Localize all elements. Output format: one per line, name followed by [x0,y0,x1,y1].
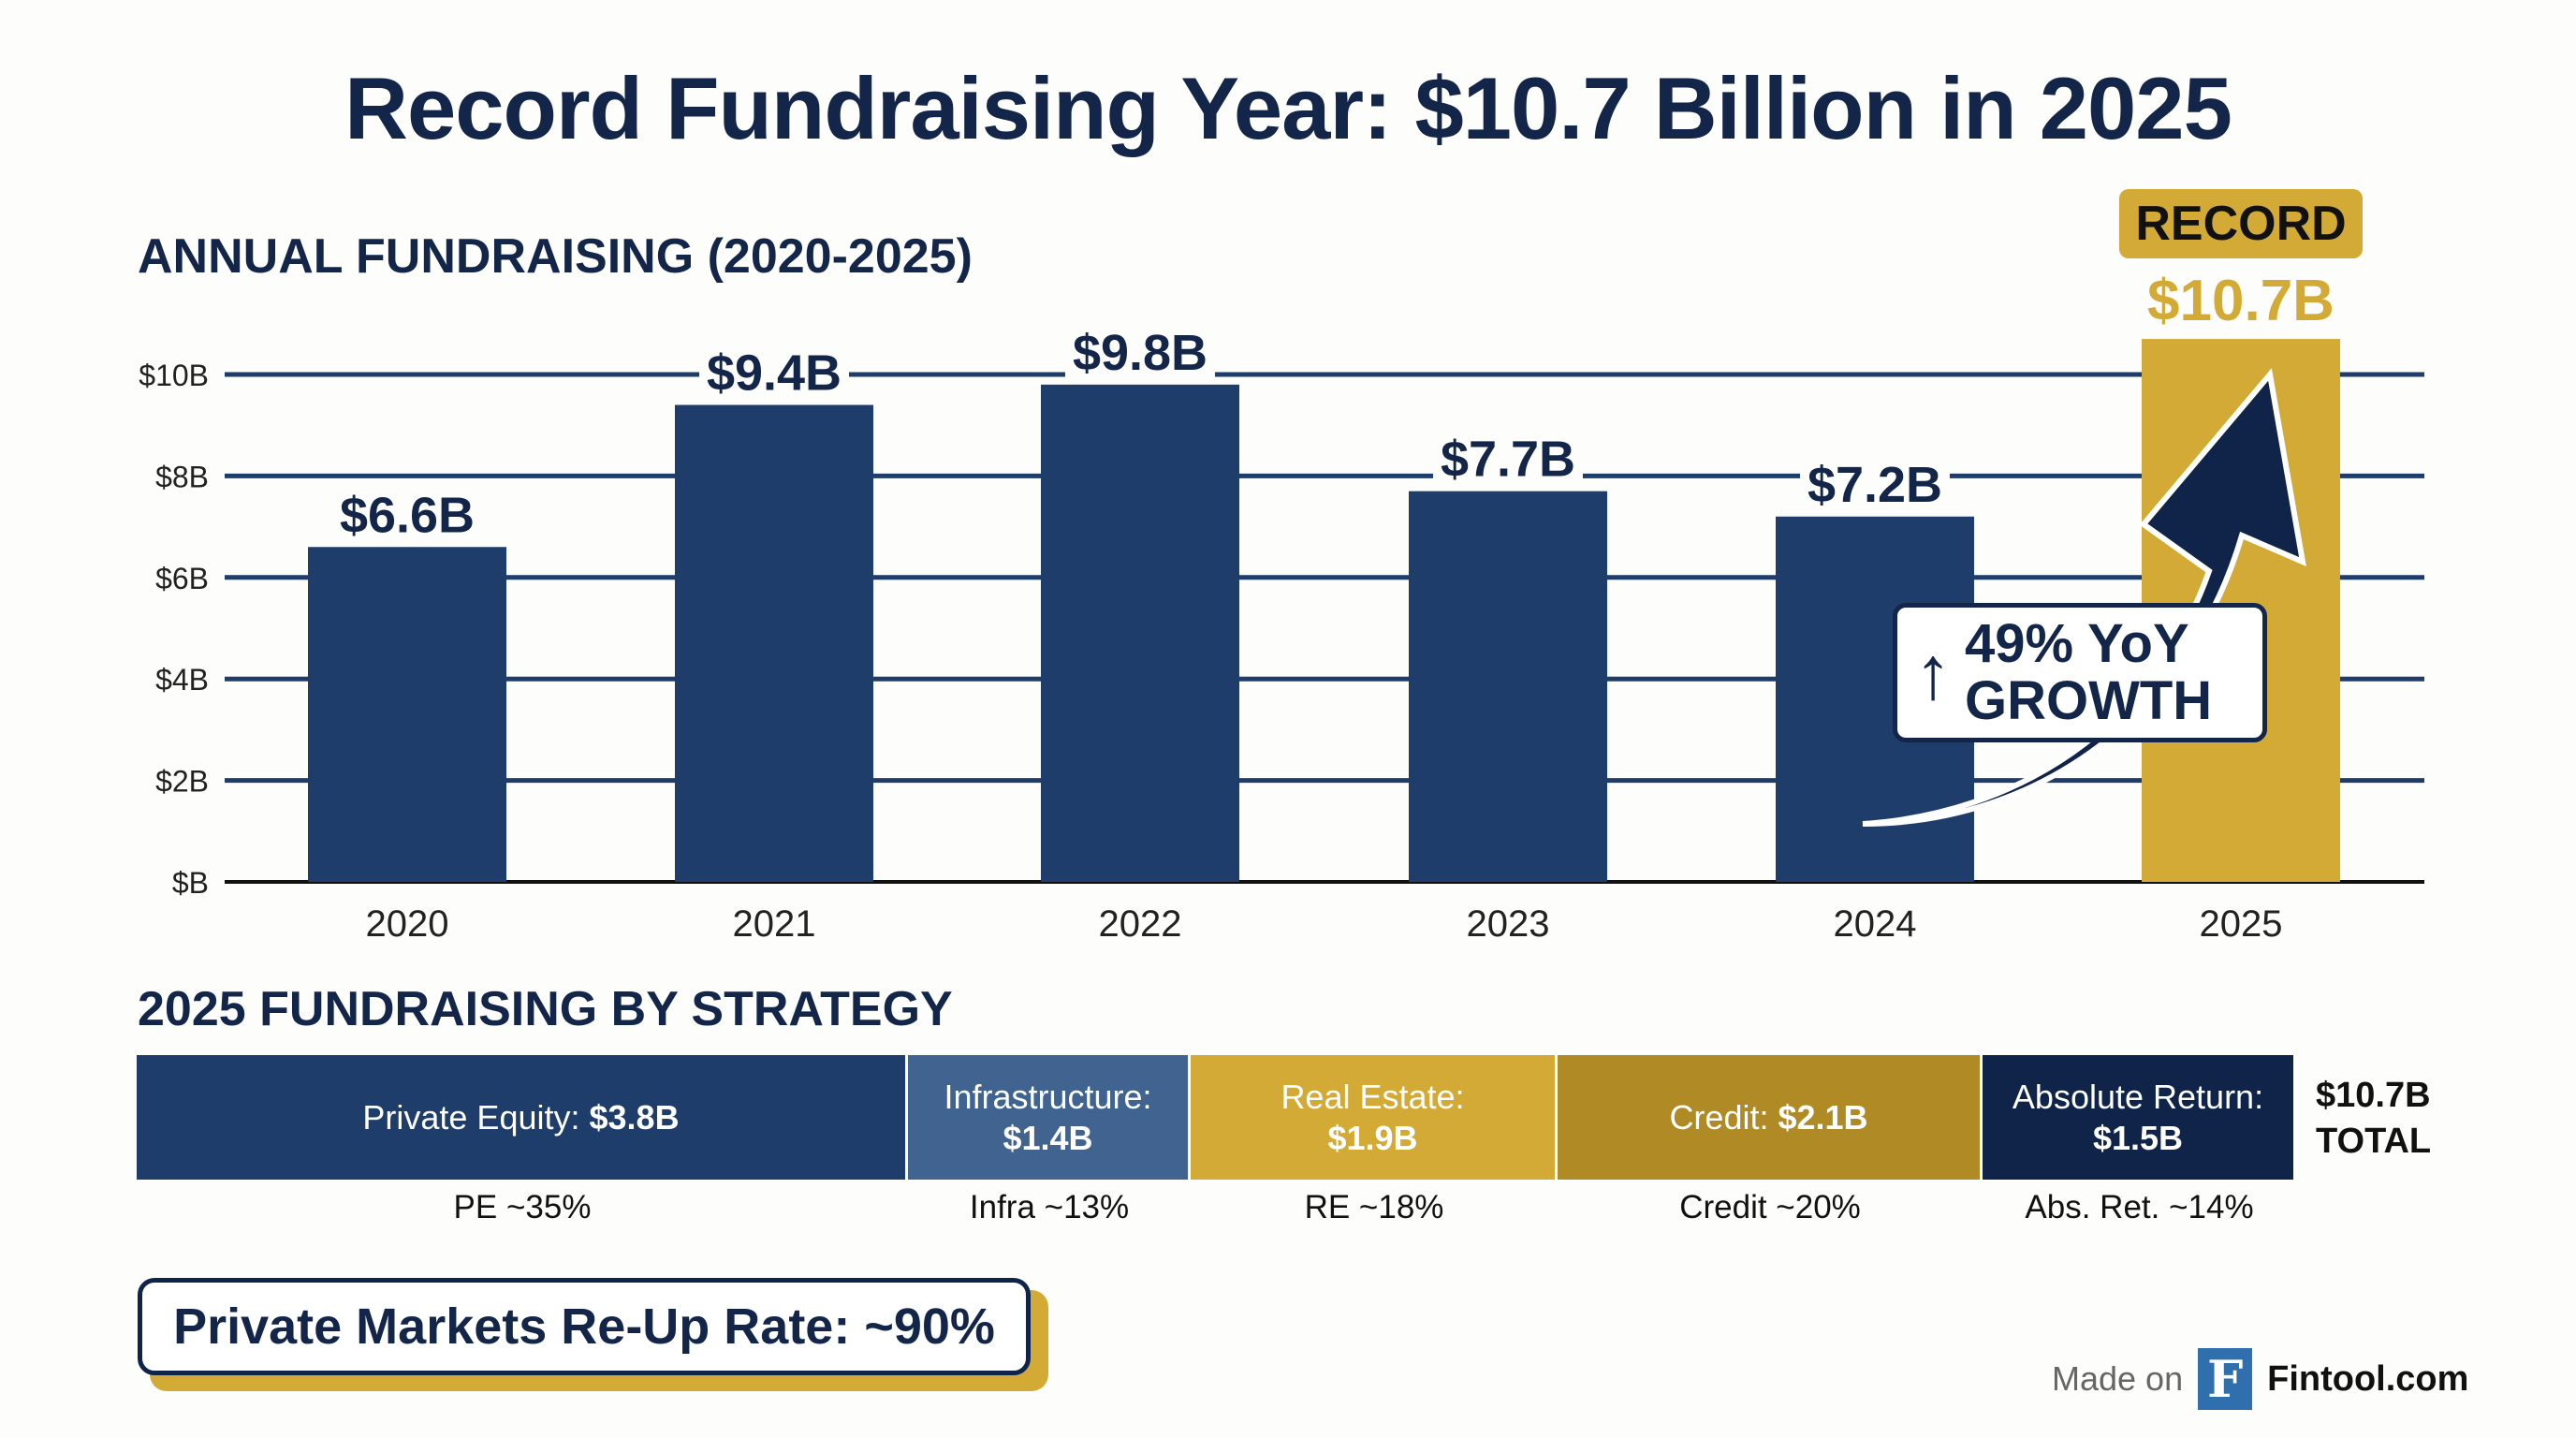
total-value: $10.7B [2316,1076,2431,1115]
segment-pct-label: Abs. Ret. ~14% [2025,1189,2254,1225]
y-tick-label: $6B [155,562,209,595]
bar-2020 [308,547,506,882]
fintool-brand: Fintool.com [2267,1358,2469,1399]
segment-1: Infrastructure: $1.4B [908,1055,1191,1180]
strategy-stacked-bar: Private Equity: $3.8B Infrastructure: $1.4… [137,1055,2296,1180]
y-tick-label: $10B [139,359,209,392]
x-tick-label: 2025 [2200,903,2283,945]
segment-value: $1.5B [2092,1118,2184,1157]
segment-label: Credit: [1669,1097,1769,1137]
segment-value: $1.4B [1003,1118,1093,1157]
growth-line1: 49% YoY [1965,612,2189,674]
segment-pct-label: Credit ~20% [1679,1189,1861,1225]
segment-2: Real Estate: $1.9B [1191,1055,1558,1180]
strategy-total: $10.7B TOTAL [2316,1073,2431,1166]
bar-value-label-2025: $10.7B [2147,269,2334,333]
segment-4: Absolute Return: $1.5B [1983,1055,2296,1180]
bar-value-label: $7.2B [1808,457,1942,513]
bar-2023 [1409,491,1607,882]
segment-pct-label: PE ~35% [453,1189,592,1225]
segment-pct-label: RE ~18% [1304,1189,1444,1225]
segment-label: Absolute Return: [2012,1078,2264,1117]
bar-value-label: $6.6B [340,487,475,543]
y-tick-label: $8B [155,460,209,493]
page-title: Record Fundraising Year: $10.7 Billion i… [344,59,2232,157]
bar-value-label: $9.8B [1073,325,1208,381]
y-tick-label: $B [172,866,209,900]
segment-3: Credit: $2.1B [1558,1055,1983,1180]
value-label-bg [332,489,482,542]
growth-arrow-icon [1862,368,2306,827]
segment-label: Private Equity: [362,1097,580,1137]
y-tick-label: $2B [155,765,209,799]
value-label-bg [1800,458,1950,511]
total-label: TOTAL [2316,1122,2432,1162]
segment-value: $3.8B [589,1097,680,1137]
segment-pct-label: Infra ~13% [969,1189,1130,1225]
fintool-logo-icon: F [2198,1348,2253,1410]
annual-chart-title: ANNUAL FUNDRAISING (2020-2025) [138,229,973,284]
y-tick-label: $4B [155,663,209,697]
value-label-bg [1433,433,1583,486]
x-tick-label: 2020 [366,903,449,945]
value-label-bg [1065,326,1215,379]
bar-value-label: $9.4B [707,345,842,402]
value-label-bg [699,346,849,400]
record-badge: RECORD [2119,189,2363,258]
bar-value-label: $7.7B [1441,432,1575,488]
arrow-up-icon: ↑ [1914,630,1952,714]
segment-value: $1.9B [1327,1118,1418,1157]
reup-rate-callout: Private Markets Re-Up Rate: ~90% [138,1278,1031,1375]
made-on-text: Made on [2052,1359,2184,1398]
bar-2022 [1041,384,1239,883]
x-tick-label: 2022 [1099,903,1182,945]
segment-label: Infrastructure: [944,1078,1152,1117]
footer-attribution[interactable]: Made on F Fintool.com [2052,1348,2468,1410]
growth-line2: GROWTH [1965,669,2213,731]
segment-label: Real Estate: [1281,1078,1465,1117]
segment-value: $2.1B [1778,1097,1868,1137]
x-tick-label: 2023 [1467,903,1550,945]
x-tick-label: 2024 [1834,903,1917,945]
growth-callout: ↑ 49% YoY GROWTH [1893,603,2267,742]
bar-2021 [675,404,873,882]
x-tick-label: 2021 [733,903,816,945]
segment-0: Private Equity: $3.8B [137,1055,908,1180]
strategy-chart-title: 2025 FUNDRAISING BY STRATEGY [138,982,953,1036]
